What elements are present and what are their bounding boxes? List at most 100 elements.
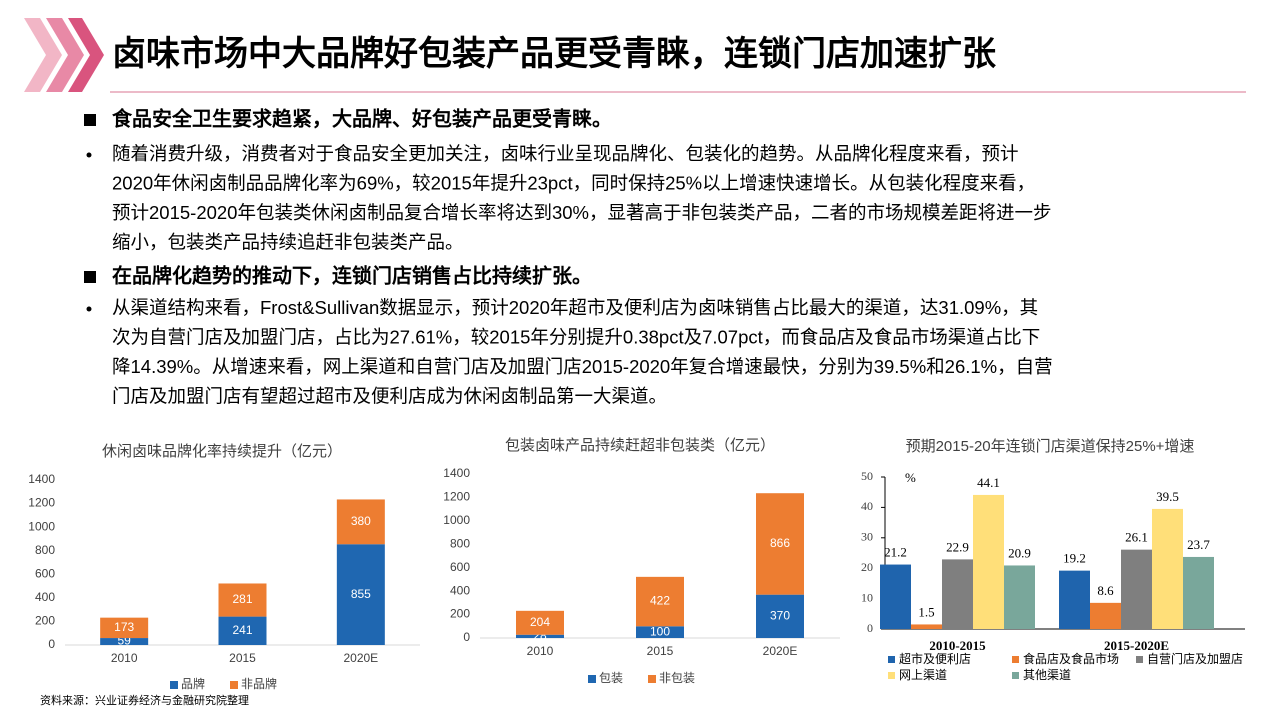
x-tick-label: 2020E xyxy=(763,644,798,658)
bar xyxy=(1152,508,1183,629)
legend-swatch xyxy=(170,681,178,689)
data-label: 26.1 xyxy=(1125,530,1148,545)
y-tick-label: 200 xyxy=(450,607,470,621)
x-tick-label: 2015 xyxy=(229,651,256,665)
data-label: 20.9 xyxy=(1008,545,1031,560)
legend-swatch xyxy=(1012,672,1019,679)
data-label: 19.2 xyxy=(1063,551,1086,566)
data-label: 855 xyxy=(351,587,371,601)
bar-segment xyxy=(756,493,804,595)
legend-label: 自营门店及加盟店 xyxy=(1147,651,1243,666)
source-note: 资料来源：兴业证券经济与金融研究院整理 xyxy=(40,693,249,707)
paragraph-line: 从渠道结构来看，Frost&Sullivan数据显示，预计2020年超市及便利店… xyxy=(112,297,1038,318)
dot-bullet xyxy=(86,152,92,158)
paragraph-line: 次为自营门店及加盟门店，占比为27.61%，较2015年分别提升0.38pct及… xyxy=(112,326,1040,347)
bar xyxy=(880,564,911,629)
paragraph-line: 缩小，包装类产品持续追赶非包装类产品。 xyxy=(112,231,464,252)
paragraph-line: 随着消费升级，消费者对于食品安全更加关注，卤味行业呈现品牌化、包装化的趋势。从品… xyxy=(112,143,1019,164)
data-label: 8.6 xyxy=(1097,583,1114,598)
data-label: 281 xyxy=(232,592,252,606)
x-tick-label: 2020E xyxy=(343,651,378,665)
data-label: 422 xyxy=(650,594,670,608)
square-bullet xyxy=(84,271,96,283)
y-tick-label: 800 xyxy=(450,536,470,550)
paragraph-line: 预计2015-2020年包装类休闲卤制品复合增长率将达到30%，显著高于非包装类… xyxy=(112,202,1052,223)
bar xyxy=(973,494,1004,629)
data-label: 44.1 xyxy=(977,475,1000,490)
bar-segment xyxy=(336,499,385,545)
bar-segment xyxy=(636,626,684,638)
bar xyxy=(1121,549,1152,629)
y-tick-label: 0 xyxy=(48,637,55,651)
y-tick-label: 1200 xyxy=(443,490,470,504)
data-label: 866 xyxy=(770,536,790,550)
x-tick-label: 2010 xyxy=(111,651,138,665)
y-tick-label: 800 xyxy=(35,543,55,557)
bar-segment xyxy=(218,616,267,645)
bar xyxy=(1090,602,1121,629)
chevrons xyxy=(24,18,104,92)
data-label: 241 xyxy=(232,623,252,637)
data-label: 21.2 xyxy=(884,545,907,560)
data-label: 173 xyxy=(114,620,134,634)
section-heading: 在品牌化趋势的推动下，连锁门店销售占比持续扩张。 xyxy=(112,263,592,287)
y-tick-label: 40 xyxy=(861,499,873,513)
chart-title: 预期2015-20年连锁门店渠道保持25%+增速 xyxy=(906,438,1195,455)
bar-segment xyxy=(100,617,149,639)
y-tick-label: 1400 xyxy=(443,466,470,480)
y-tick-label: 50 xyxy=(861,469,873,483)
data-label: 100 xyxy=(650,624,670,638)
bar-segment xyxy=(218,583,267,617)
y-tick-label: 600 xyxy=(35,566,55,580)
x-tick-label: 2010-2015 xyxy=(929,638,986,653)
bar-segment xyxy=(636,576,684,627)
y-tick-label: 600 xyxy=(450,560,470,574)
bar xyxy=(911,624,942,629)
y-tick-label: 1400 xyxy=(28,472,55,486)
y-tick-label: 400 xyxy=(450,583,470,597)
bar-segment xyxy=(100,638,149,645)
data-label: 39.5 xyxy=(1156,489,1179,504)
legend-label: 其他渠道 xyxy=(1023,668,1071,682)
y-tick-label: 30 xyxy=(861,530,873,544)
x-tick-label: 2015-2020E xyxy=(1104,638,1169,653)
data-label: 204 xyxy=(530,615,550,629)
y-tick-label: 400 xyxy=(35,590,55,604)
slide-title: 卤味市场中大品牌好包装产品更受青睐，连锁门店加速扩张 xyxy=(112,34,996,73)
bar xyxy=(1183,556,1214,629)
x-tick-label: 2010 xyxy=(527,644,554,658)
y-tick-label: 200 xyxy=(35,614,55,628)
legend-swatch xyxy=(1136,656,1143,663)
y-tick-label: 0 xyxy=(867,621,873,635)
data-label: 22.9 xyxy=(946,539,969,554)
legend-label: 网上渠道 xyxy=(899,668,947,682)
bar-segment xyxy=(516,634,564,638)
y-tick-label: 10 xyxy=(861,590,873,604)
legend-swatch xyxy=(230,681,238,689)
bar xyxy=(942,559,973,629)
legend-swatch xyxy=(888,672,895,679)
dot-bullet xyxy=(86,306,92,312)
paragraph-line: 门店及加盟门店有望超过超市及便利店成为休闲卤制品第一大渠道。 xyxy=(112,385,667,406)
x-tick-label: 2015 xyxy=(647,644,674,658)
y-axis-label: % xyxy=(905,470,916,485)
chart-title: 休闲卤味品牌化率持续提升（亿元） xyxy=(102,443,342,460)
legend-label: 超市及便利店 xyxy=(899,651,971,666)
bar xyxy=(1059,570,1090,629)
legend-label: 包装 xyxy=(599,671,623,685)
data-label: 370 xyxy=(770,609,790,623)
paragraph-line: 降14.39%。从增速来看，网上渠道和自营门店及加盟门店2015-2020年复合… xyxy=(112,356,1053,377)
legend-swatch xyxy=(888,656,895,663)
legend-swatch xyxy=(588,675,596,683)
y-tick-label: 1200 xyxy=(28,496,55,510)
bar-segment xyxy=(756,594,804,638)
chart-title: 包装卤味产品持续赶超非包装类（亿元） xyxy=(505,437,775,454)
bar-segment xyxy=(516,610,564,635)
legend-swatch xyxy=(1012,656,1019,663)
data-label: 380 xyxy=(351,514,371,528)
y-tick-label: 0 xyxy=(463,630,470,644)
bar xyxy=(1004,565,1035,629)
legend-label: 品牌 xyxy=(181,677,205,691)
y-tick-label: 1000 xyxy=(443,513,470,527)
section-heading: 食品安全卫生要求趋紧，大品牌、好包装产品更受青睐。 xyxy=(112,106,612,130)
